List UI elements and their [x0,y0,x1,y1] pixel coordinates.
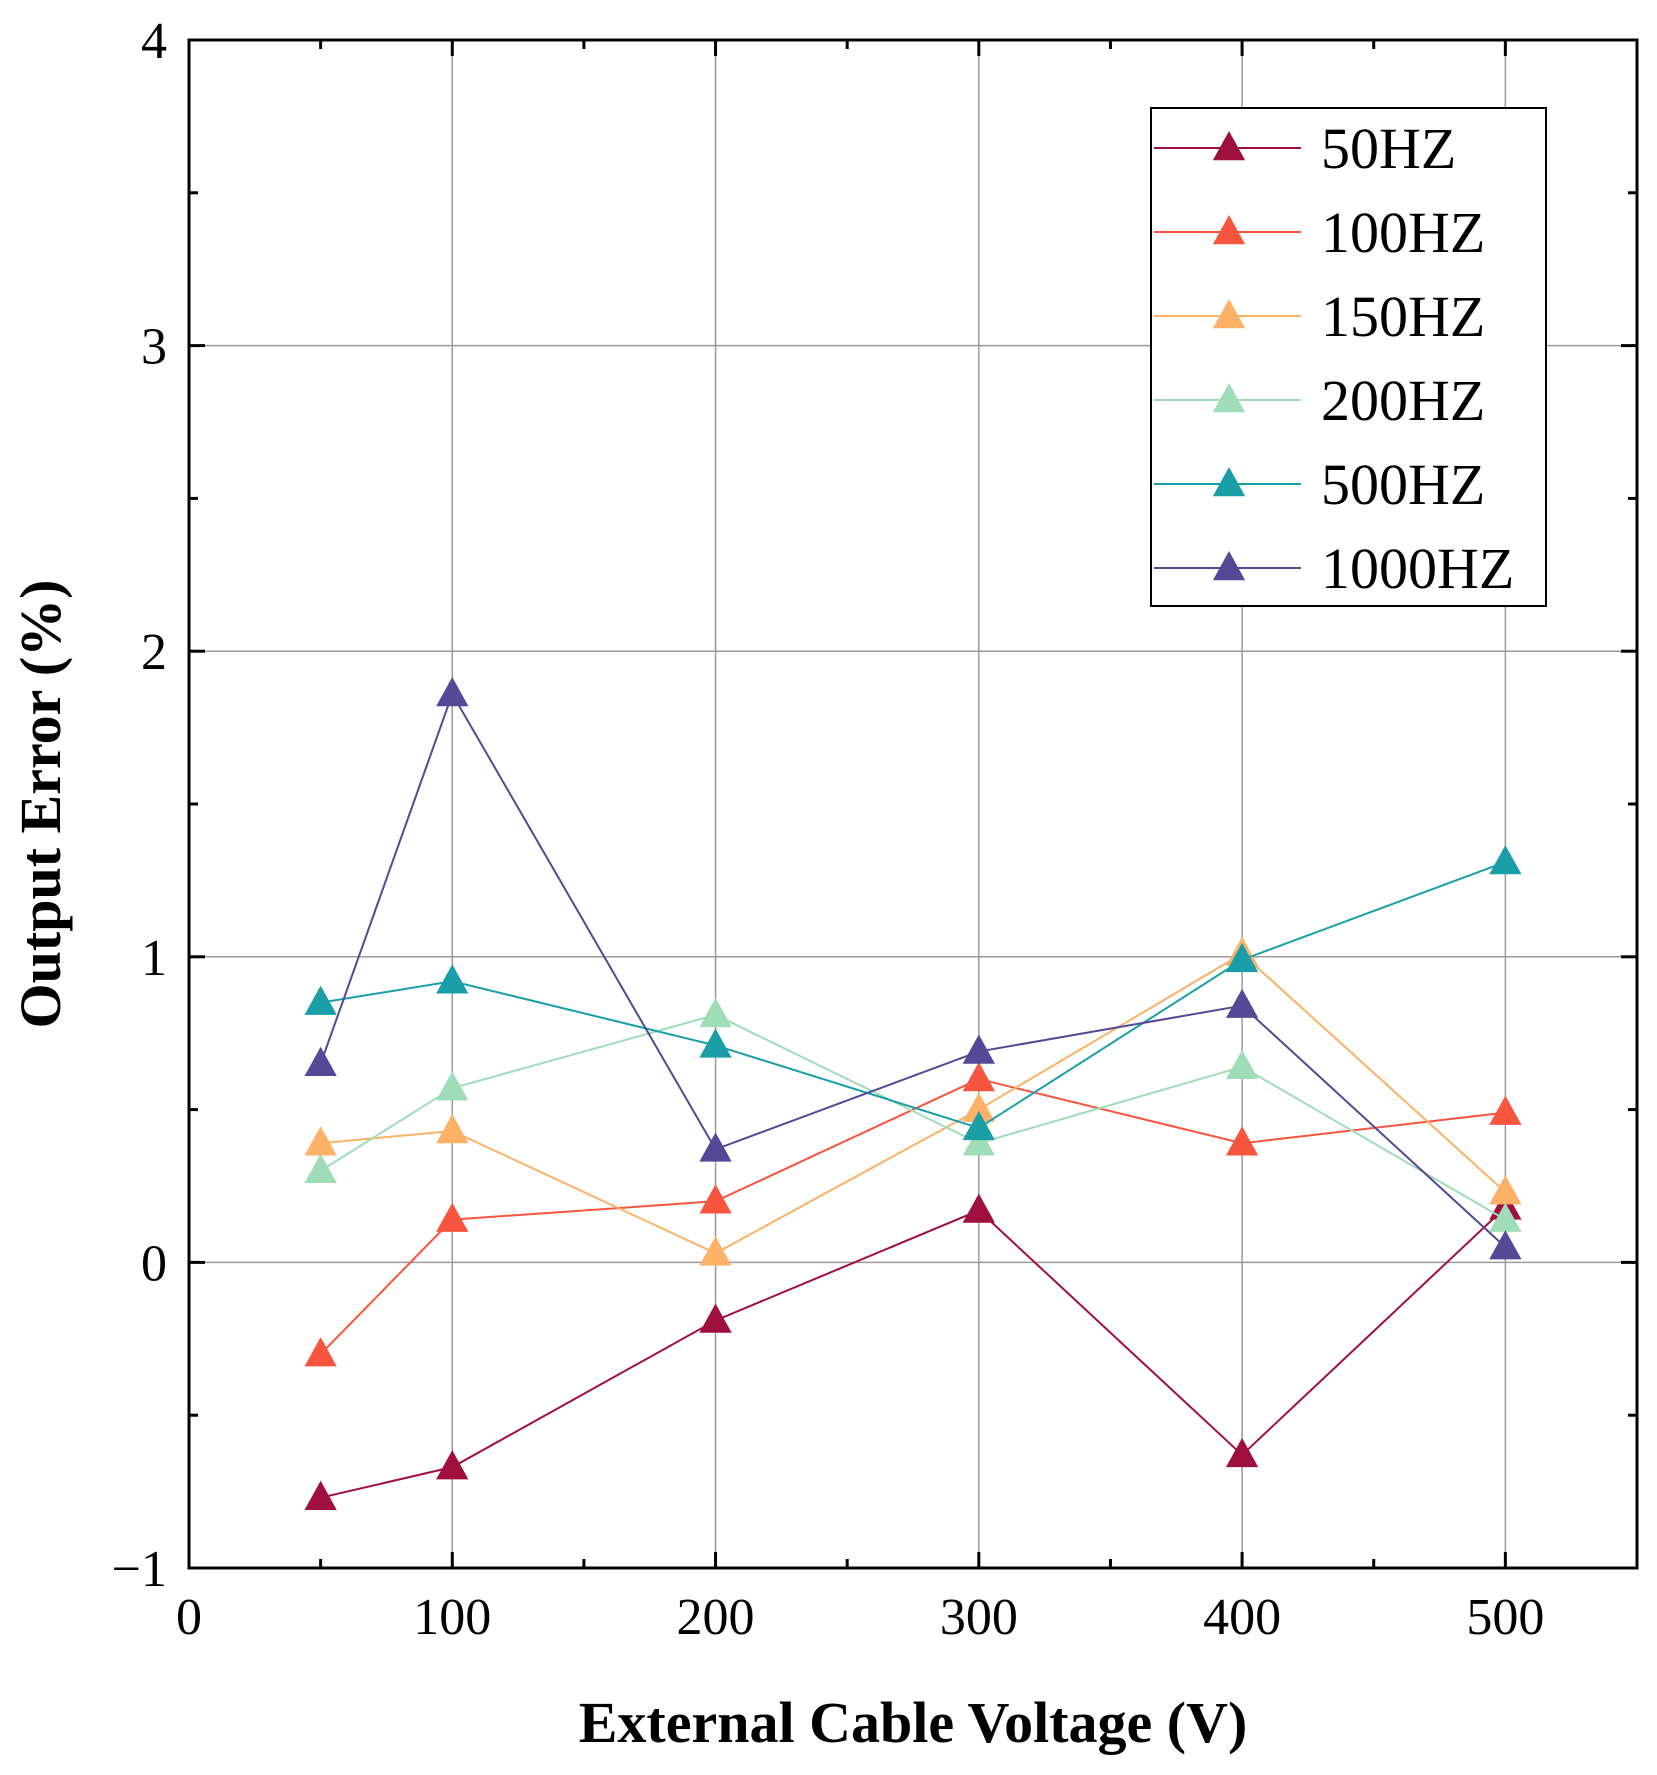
data-point [699,1184,732,1214]
data-point [304,1126,337,1156]
legend: 50HZ 100HZ 150HZ 200HZ 500HZ 1000HZ [1150,107,1547,607]
series-line [320,1013,1506,1221]
data-point [962,1092,995,1122]
data-point [436,1113,469,1144]
data-point [1225,942,1259,973]
series-line [320,952,1507,1255]
y-tick-label: −1 [112,1541,167,1598]
series-200HZ [304,997,1522,1232]
x-tick-label: 300 [940,1589,1018,1646]
data-point [699,1303,732,1333]
data-point [699,1132,732,1162]
data-point [1489,1230,1522,1260]
data-point [304,1046,337,1076]
legend-label: 150HZ [1321,284,1485,349]
data-point [962,1062,995,1092]
legend-label: 100HZ [1321,200,1485,265]
y-tick-label: 1 [141,930,167,987]
data-point [436,1450,469,1480]
data-point [1225,1049,1259,1080]
series-100HZ [304,1062,1522,1367]
series-line [319,691,1507,1248]
legend-label: 500HZ [1321,452,1485,517]
legend-item: 500HZ [1154,452,1485,517]
data-point [962,1034,995,1064]
legend-item: 100HZ [1154,200,1485,265]
data-point [1489,1202,1522,1232]
legend-marker [1212,467,1246,497]
series-1000HZ [304,676,1522,1260]
data-point [962,1110,995,1141]
data-point [436,1202,469,1232]
legend-item: 1000HZ [1154,536,1514,601]
series-line [319,1077,1506,1355]
data-point [304,1153,337,1183]
data-point [436,964,469,994]
series-500HZ [304,845,1522,1141]
axis-ticks [187,38,1639,1570]
y-tick-label: 4 [141,13,167,70]
data-point [304,1337,337,1367]
series-line [320,1206,1507,1499]
data-point [1489,845,1522,875]
y-axis-title: Output Error (%) [8,580,73,1029]
x-tick-label: 400 [1203,1589,1281,1646]
data-point [699,997,732,1028]
legend-item: 150HZ [1154,284,1485,349]
x-tick-label: 0 [176,1589,202,1646]
y-tick-label: 2 [141,624,167,681]
y-tick-label: 0 [141,1235,167,1292]
data-point [304,985,337,1015]
legend-item: 200HZ [1154,368,1485,433]
data-point [962,1193,995,1223]
legend-marker [1212,383,1246,413]
legend-label: 50HZ [1321,116,1456,181]
data-point [1225,1126,1259,1156]
legend-box [1150,107,1547,607]
legend-marker [1212,215,1246,245]
x-tick-label: 500 [1466,1589,1544,1646]
legend-marker [1212,131,1246,161]
legend-marker [1212,551,1246,581]
series-50HZ [304,1190,1522,1510]
data-point [699,1236,732,1266]
series-line [320,861,1506,1130]
x-tick-label: 200 [677,1589,755,1646]
data-point [1489,1095,1522,1125]
series-150HZ [304,936,1522,1266]
data-point [436,1071,469,1101]
data-point [436,676,469,707]
data-point [1225,988,1259,1018]
data-point [304,1480,337,1510]
data-point [1225,1437,1259,1468]
y-tick-label: 3 [141,319,167,376]
series-layer [304,676,1522,1510]
legend-label: 200HZ [1321,368,1485,433]
data-point [1489,1175,1522,1205]
legend-label: 1000HZ [1321,536,1514,601]
x-tick-label: 100 [413,1589,491,1646]
legend-item: 50HZ [1154,116,1456,181]
data-point [962,1126,995,1156]
legend-marker [1212,299,1246,329]
x-axis-title: External Cable Voltage (V) [579,1690,1248,1755]
data-point [699,1028,732,1058]
